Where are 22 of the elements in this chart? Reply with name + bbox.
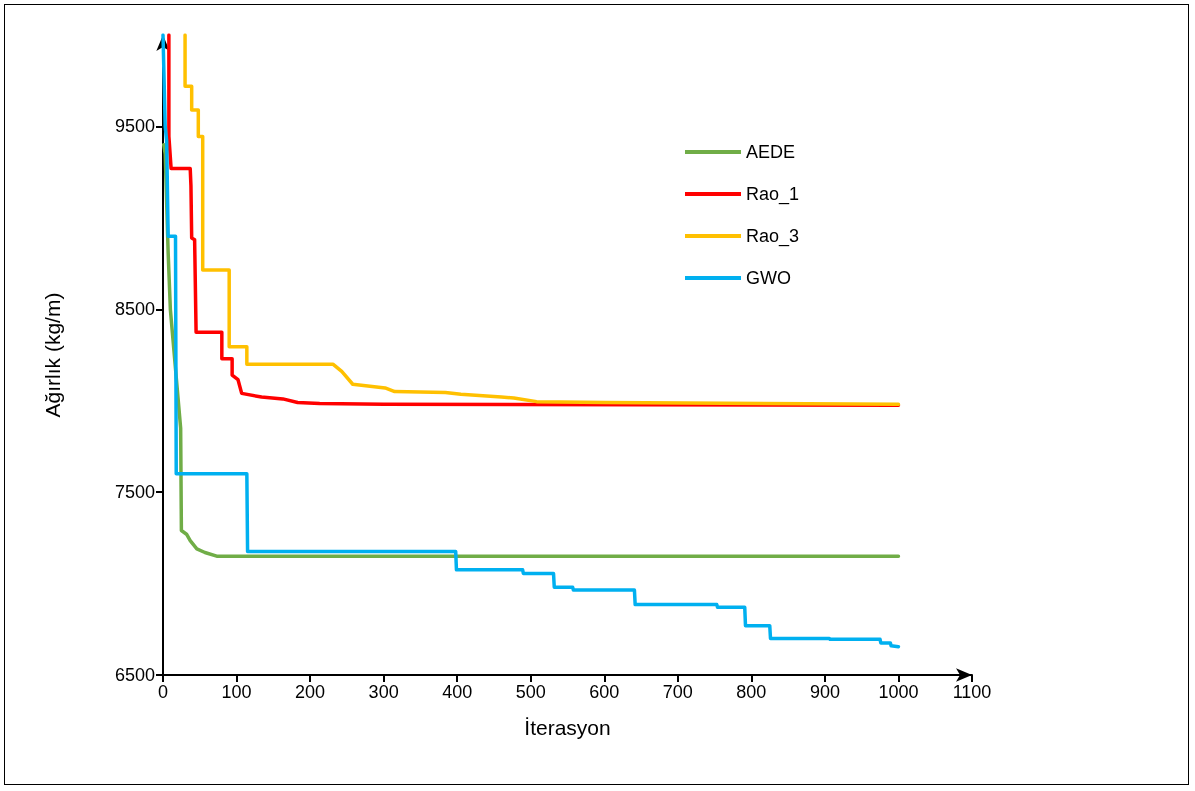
y-tick-label: 6500 bbox=[114, 665, 155, 685]
legend-label: Rao_3 bbox=[746, 226, 800, 247]
x-tick-label: 200 bbox=[295, 682, 326, 702]
x-tick-label: 300 bbox=[368, 682, 399, 702]
y-tick-label: 9500 bbox=[114, 116, 155, 137]
x-tick-label: 600 bbox=[589, 682, 620, 702]
x-tick-label: 0 bbox=[157, 682, 169, 702]
y-tick-label: 8500 bbox=[114, 299, 155, 320]
x-tick-label: 400 bbox=[442, 682, 473, 702]
y-tick-label: 7500 bbox=[114, 482, 155, 503]
x-tick-label: 800 bbox=[736, 682, 767, 702]
x-tick-label: 700 bbox=[662, 682, 693, 702]
x-tick-label: 900 bbox=[809, 682, 840, 702]
x-tick-label: 500 bbox=[515, 682, 546, 702]
x-tick-label: 1000 bbox=[878, 682, 919, 702]
x-tick-label: 1100 bbox=[952, 682, 992, 702]
legend-label: Rao_1 bbox=[746, 184, 800, 205]
legend-label: GWO bbox=[746, 268, 791, 288]
y-axis-title: Ağırlık (kg/m) bbox=[41, 292, 64, 418]
x-axis-title: İterasyon bbox=[524, 716, 611, 739]
legend-label: AEDE bbox=[746, 142, 796, 162]
x-tick-label: 100 bbox=[221, 682, 252, 702]
